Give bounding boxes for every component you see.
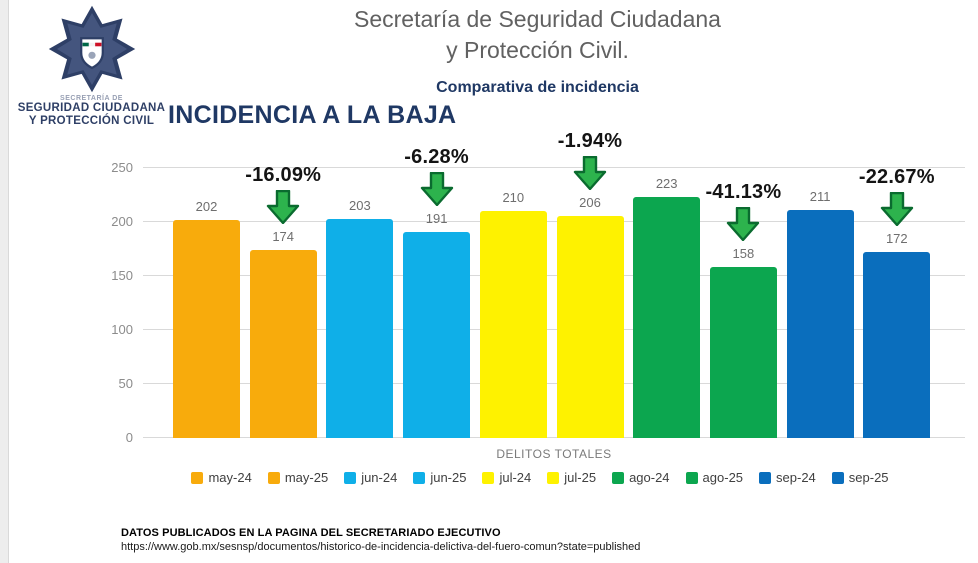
down-arrow-icon (727, 207, 760, 242)
y-axis-tick-label: 150 (111, 268, 133, 283)
logo: SECRETARÍA DE SEGURIDAD CIUDADANA Y PROT… (14, 4, 169, 128)
bar-jun-25 (403, 231, 471, 438)
legend-item-jul-25: jul-25 (547, 470, 596, 485)
logo-caption-line2: Y PROTECCIÓN CIVIL (28, 115, 155, 127)
legend-item-may-25: may-25 (267, 470, 329, 485)
legend-item-jul-24: jul-24 (482, 470, 531, 485)
legend-label: ago-25 (702, 470, 744, 485)
legend-label: sep-24 (776, 470, 816, 485)
page-title: Secretaría de Seguridad Ciudadana y Prot… (160, 4, 915, 66)
legend-item-sep-24: sep-24 (759, 470, 816, 485)
legend-label: may-24 (208, 470, 252, 485)
page-title-line2: y Protección Civil. (446, 37, 629, 63)
legend-label: may-25 (284, 470, 329, 485)
legend-item-ago-25: ago-25 (685, 470, 744, 485)
legend: may-24 may-25 jun-24 jun-25 jul-24 jul-25 ago-… (100, 470, 978, 485)
legend-item-may-24: may-24 (191, 470, 252, 485)
decrease-annotation-ago-25: -41.13% (683, 181, 803, 242)
legend-swatch (612, 471, 625, 484)
percent-label: -41.13% (705, 181, 782, 204)
gridline (143, 275, 965, 276)
down-arrow-icon (880, 192, 913, 227)
legend-label: jun-24 (361, 470, 398, 485)
decrease-annotation-jul-25: -1.94% (530, 130, 650, 190)
legend-item-jun-24: jun-24 (344, 470, 397, 485)
bar-ago-24 (633, 197, 701, 438)
legend-swatch (344, 471, 357, 484)
y-axis-tick-label: 0 (125, 430, 133, 445)
down-arrow-icon (573, 155, 607, 190)
decrease-annotation-sep-25: -22.67% (837, 166, 957, 227)
legend-swatch (191, 471, 204, 484)
gridline (143, 437, 965, 438)
legend-item-jun-25: jun-25 (413, 470, 466, 485)
gridline (143, 329, 965, 330)
police-badge-icon (48, 5, 135, 93)
bar-value-label: 206 (579, 194, 601, 210)
bar-value-label: 172 (885, 231, 908, 247)
gridline (143, 167, 965, 168)
legend-swatch (685, 471, 698, 484)
y-axis-tick-label: 250 (111, 160, 133, 175)
decrease-annotation-may-25: -16.09% (223, 164, 343, 225)
footer-source-line: DATOS PUBLICADOS EN LA PAGINA DEL SECRET… (121, 527, 501, 539)
bar-jul-24 (479, 211, 547, 438)
down-arrow-icon (266, 190, 300, 225)
chart-title: Comparativa de incidencia (436, 79, 639, 96)
footer-url: https://www.gob.mx/sesnsp/documentos/his… (121, 541, 641, 553)
percent-label: -1.94% (557, 129, 623, 152)
legend-label: jul-25 (564, 470, 597, 485)
bar-value-label: 203 (349, 197, 371, 213)
legend-swatch (547, 471, 560, 484)
plot-area: 0 50 100 150 200 250 202 174 203 191 210 206 223 158 2… (111, 130, 965, 445)
y-axis-tick-label: 100 (111, 322, 133, 337)
bar-value-label: 211 (809, 189, 831, 205)
logo-caption-line1: SEGURIDAD CIUDADANA (17, 102, 166, 114)
legend-label: ago-24 (629, 470, 670, 485)
bar-sep-24 (786, 210, 854, 438)
x-axis-label: DELITOS TOTALES (496, 447, 612, 461)
bar-jul-25 (556, 215, 624, 438)
legend-swatch (413, 471, 426, 484)
y-axis-tick-label: 200 (111, 214, 133, 229)
gridline (143, 221, 965, 222)
legend-item-sep-25: sep-25 (831, 470, 889, 485)
bar-value-label: 223 (655, 176, 678, 192)
legend-swatch (759, 471, 772, 484)
legend-swatch (831, 471, 844, 484)
legend-swatch (267, 471, 280, 484)
bar-may-25 (249, 250, 317, 438)
legend-label: sep-25 (848, 470, 889, 485)
page-title-line1: Secretaría de Seguridad Ciudadana (354, 6, 721, 32)
bar-value-label: 174 (272, 229, 295, 245)
legend-swatch (482, 471, 495, 484)
bar-jun-24 (326, 218, 394, 438)
bar-value-label: 202 (195, 198, 218, 214)
left-gutter (0, 0, 9, 563)
logo-caption-small: SECRETARÍA DE (60, 95, 123, 102)
bar-value-label: 191 (425, 210, 448, 226)
bar-value-label: 158 (732, 246, 755, 262)
y-axis-tick-label: 50 (118, 376, 133, 391)
bar-may-24 (173, 219, 240, 438)
bar-sep-25 (863, 252, 931, 438)
down-arrow-icon (420, 171, 453, 206)
legend-label: jul-24 (499, 470, 532, 485)
bar-ago-25 (709, 267, 777, 438)
chart-heading: INCIDENCIA A LA BAJA (168, 101, 457, 129)
legend-item-ago-24: ago-24 (612, 470, 670, 485)
legend-label: jun-25 (430, 470, 467, 485)
decrease-annotation-jun-25: -6.28% (377, 146, 497, 206)
percent-label: -6.28% (404, 145, 469, 168)
percent-label: -16.09% (245, 164, 322, 187)
footer: DATOS PUBLICADOS EN LA PAGINA DEL SECRET… (121, 527, 640, 553)
bar-value-label: 210 (502, 190, 525, 206)
percent-label: -22.67% (858, 166, 935, 189)
gridline (143, 383, 965, 384)
